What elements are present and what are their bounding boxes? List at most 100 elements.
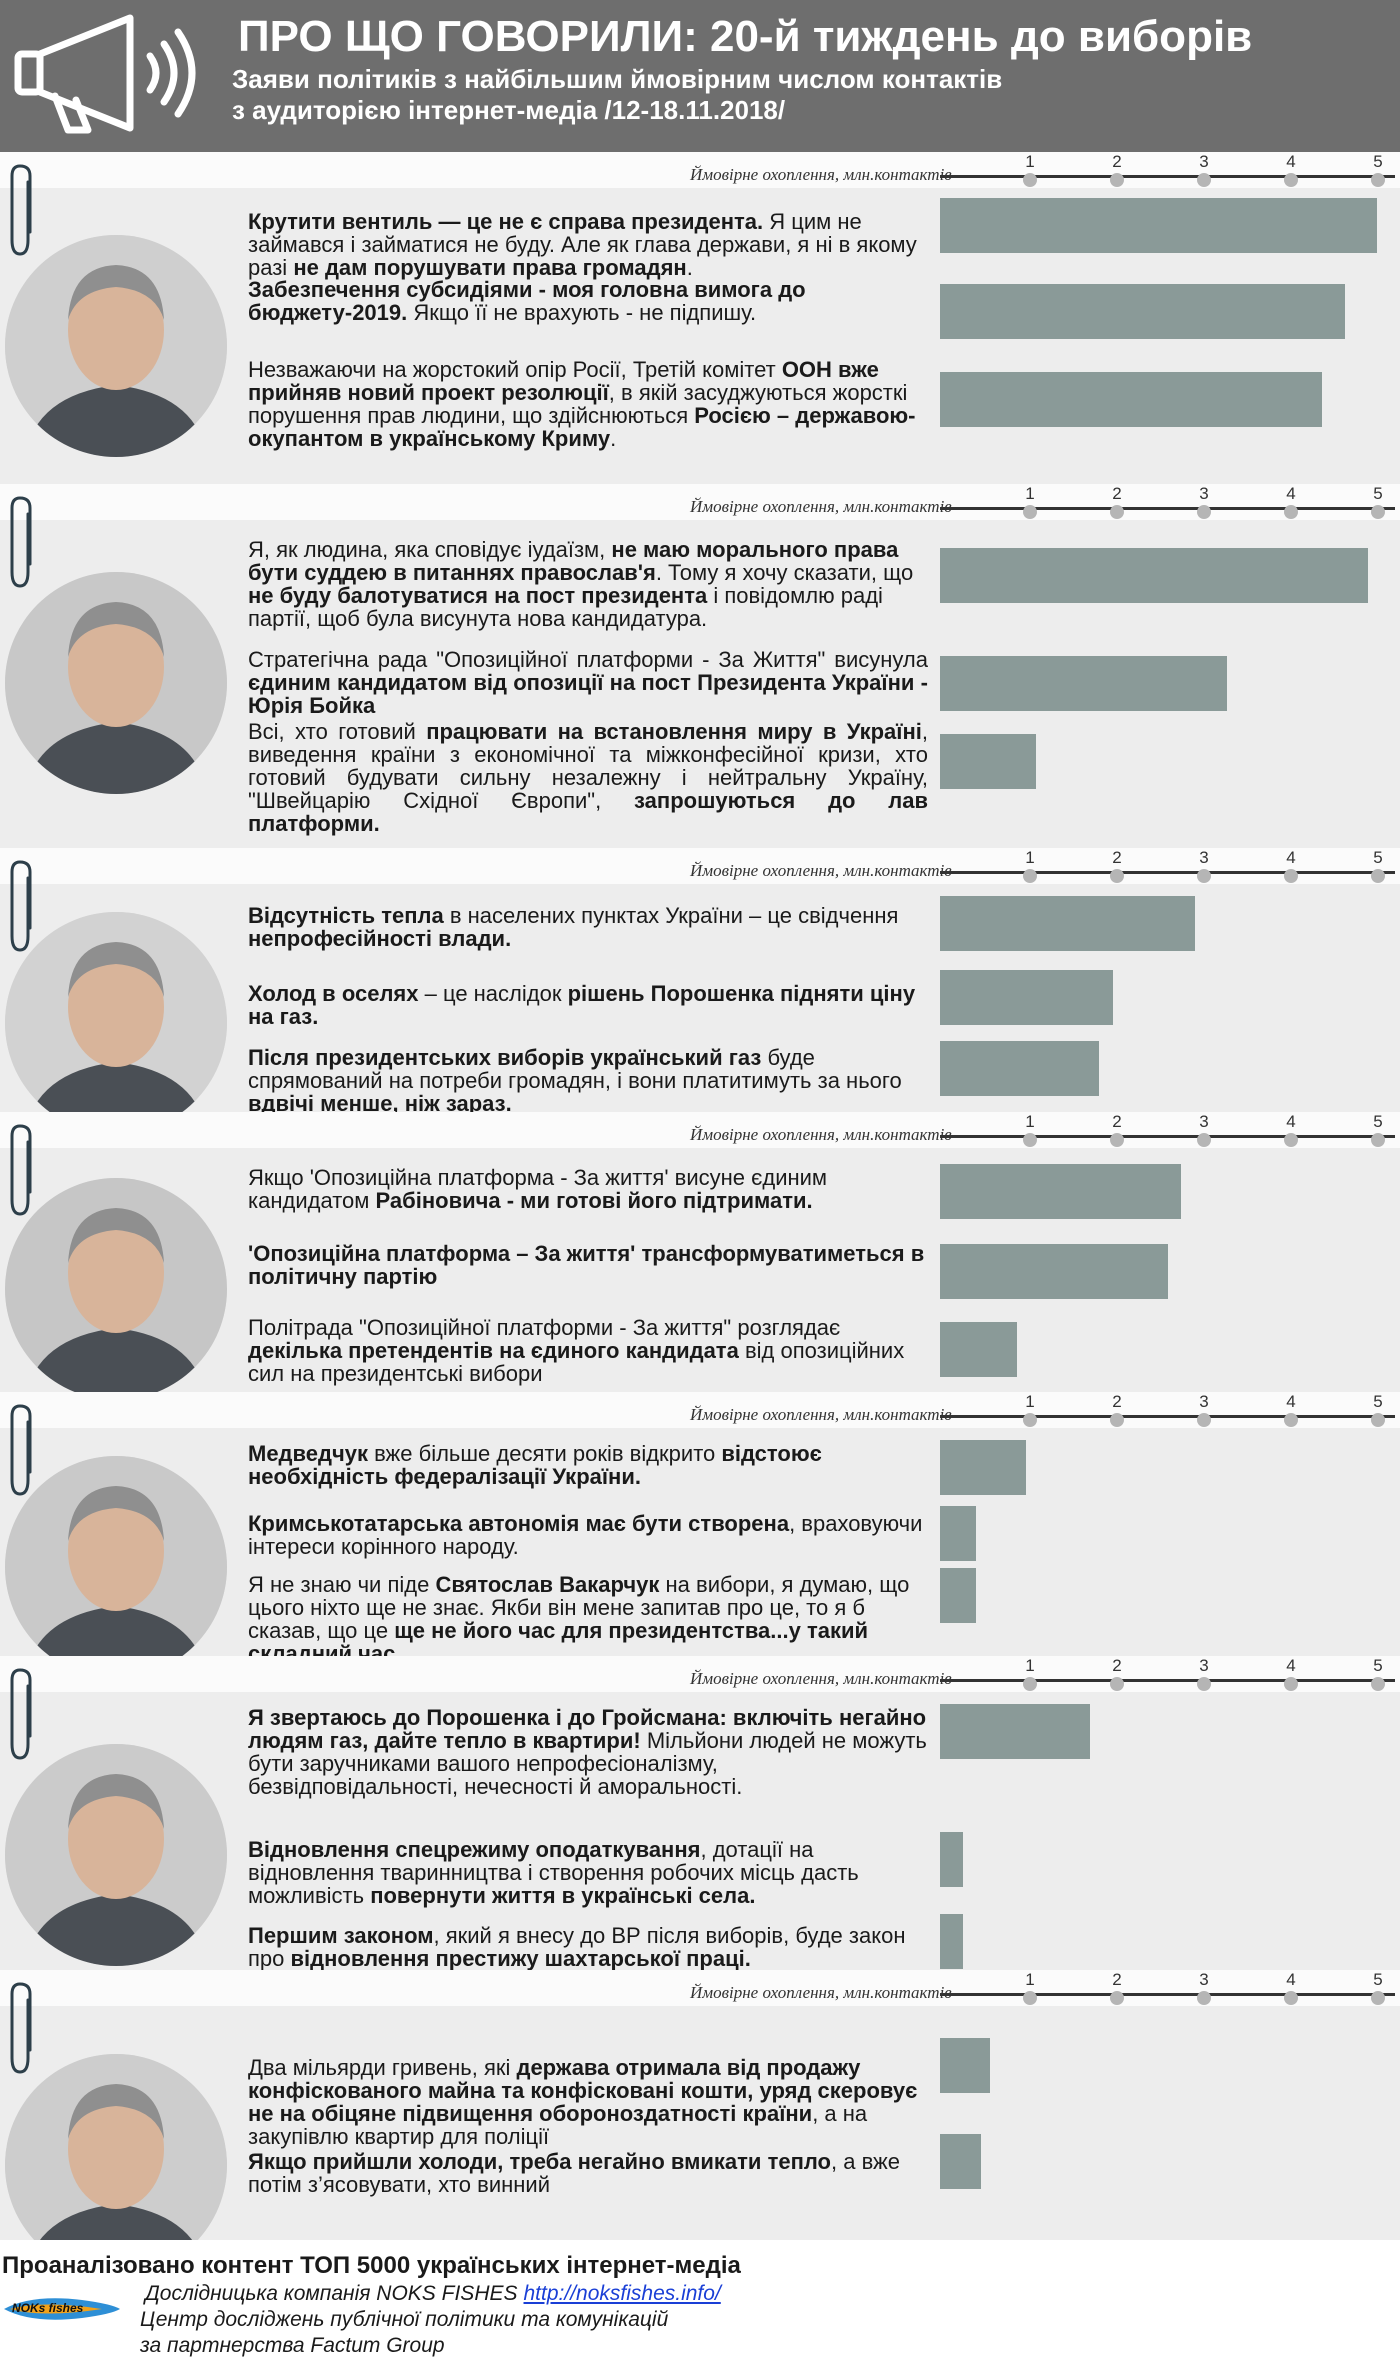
- statement-fragment: , виведення країни з економічної та міжк…: [248, 719, 928, 813]
- statement-fragment: вже більше десяти років відкрито: [367, 1441, 722, 1466]
- reach-bar: [940, 1832, 963, 1887]
- statements-panel: Відсутність тепла в населених пунктах Ук…: [0, 860, 1400, 1134]
- axis-tick-label: 2: [1112, 1392, 1122, 1411]
- axis-line: [940, 1415, 1395, 1418]
- politician-photo: [5, 572, 227, 794]
- footer: Проаналізовано контент ТОП 5000 українсь…: [0, 2240, 1400, 2375]
- axis-label: Ймовірне охоплення, млн.контактів: [690, 1669, 952, 1688]
- axis-tick-label: 4: [1286, 1656, 1296, 1675]
- statement-emphasis: відстоює необхідність федералізації Укра…: [248, 1441, 822, 1489]
- statement-emphasis: не буду балотуватися на пост президента: [248, 583, 708, 608]
- statement-text: 'Опозиційна платформа – За життя' трансф…: [248, 1242, 928, 1288]
- axis-tick-dot: [1371, 1133, 1385, 1147]
- axis-tick-dot: [1197, 1677, 1211, 1691]
- statement-emphasis: не дам порушувати права громадян: [293, 255, 687, 280]
- statement-fragment: , а вже потім з’ясовувати, хто винний: [248, 2149, 900, 2197]
- axis-tick-label: 5: [1373, 1392, 1383, 1411]
- reach-bar: [940, 1704, 1090, 1759]
- axis-tick-dot: [1110, 505, 1124, 519]
- axis-tick-dot: [1371, 1991, 1385, 2005]
- reach-bar: [940, 656, 1227, 711]
- company-line: Дослідницька компанія NOKS FISHES http://…: [145, 2282, 721, 2306]
- statement-emphasis: Якщо прийшли холоди, треба негайно вмика…: [248, 2149, 831, 2174]
- axis-tick-dot: [1110, 173, 1124, 187]
- axis-tick-dot: [1023, 1133, 1037, 1147]
- axis-tick-dot: [1197, 505, 1211, 519]
- axis-line: [940, 1993, 1395, 1996]
- axis-tick-label: 4: [1286, 484, 1296, 503]
- politician-block: Ймовірне охоплення, млн.контактів 1 2 3 4 5 Я,…: [0, 484, 1400, 848]
- statement-emphasis: ООН вже прийняв новий проект резолюції: [248, 357, 879, 405]
- statement-emphasis: 'Опозиційна платформа – За життя' трансф…: [248, 1241, 925, 1289]
- politician-photo: [5, 912, 227, 1134]
- axis-tick-dot: [1110, 1677, 1124, 1691]
- statement-text: Я, як людина, яка сповідує іудаїзм, не м…: [248, 538, 928, 630]
- statement-text: Я звертаюсь до Порошенка і до Гройсмана:…: [248, 1706, 928, 1798]
- axis-tick-label: 3: [1199, 484, 1209, 503]
- paperclip-icon: [10, 1982, 32, 2074]
- statement-text: Незважаючи на жорстокий опір Росії, Трет…: [248, 358, 928, 450]
- statement-emphasis: рішень Порошенка підняти ціну на газ.: [248, 981, 916, 1029]
- axis-tick-dot: [1197, 1413, 1211, 1427]
- reach-bar: [940, 548, 1368, 603]
- paperclip-icon: [10, 496, 32, 588]
- statement-emphasis: Першим законом: [248, 1923, 434, 1948]
- statement-emphasis: Рабіновича - ми готові його підтримати.: [375, 1188, 813, 1213]
- axis-tick-label: 5: [1373, 152, 1383, 171]
- statement-fragment: , дотації на відновлення тваринництва і …: [248, 1837, 859, 1908]
- reach-bar: [940, 2134, 981, 2189]
- axis-tick-label: 1: [1025, 848, 1035, 867]
- axis-tick-label: 5: [1373, 1970, 1383, 1989]
- axis-row: Ймовірне охоплення, млн.контактів 1 2 3 4 5: [0, 152, 1400, 188]
- paperclip-icon: [10, 860, 32, 952]
- statement-fragment: Я не знаю чи піде: [248, 1572, 436, 1597]
- statement-text: Після президентських виборів український…: [248, 1046, 928, 1115]
- axis-row: Ймовірне охоплення, млн.контактів 1 2 3 4 5: [0, 484, 1400, 520]
- statement-fragment: Я, як людина, яка сповідує іудаїзм,: [248, 537, 612, 562]
- axis-tick-label: 3: [1199, 1970, 1209, 1989]
- axis-tick-label: 3: [1199, 1656, 1209, 1675]
- statement-fragment: буде спрямований на потреби громадян, і …: [248, 1045, 902, 1093]
- politician-photo: [5, 1456, 227, 1678]
- statement-fragment: і повідомлю раді партії, щоб була висуну…: [248, 583, 883, 631]
- reach-bar: [940, 2038, 990, 2093]
- statement-text: Політрада "Опозиційної платформи - За жи…: [248, 1316, 928, 1385]
- company-link[interactable]: http://noksfishes.info/: [523, 2282, 721, 2305]
- axis-tick-dot: [1023, 1991, 1037, 2005]
- axis-tick-label: 4: [1286, 1112, 1296, 1131]
- statement-fragment: Політрада "Опозиційної платформи - За жи…: [248, 1315, 841, 1340]
- statement-text: Холод в оселях – це наслідок рішень Поро…: [248, 982, 928, 1028]
- subtitle-line-2: з аудиторією інтернет-медіа /12-18.11.20…: [232, 95, 786, 125]
- axis-tick-label: 5: [1373, 1656, 1383, 1675]
- logo-text: NOKs fishes: [12, 2301, 84, 2315]
- axis-tick-label: 1: [1025, 1112, 1035, 1131]
- axis-tick-label: 5: [1373, 1112, 1383, 1131]
- axis-tick-dot: [1284, 1677, 1298, 1691]
- axis-row: Ймовірне охоплення, млн.контактів 1 2 3 4 5: [0, 1392, 1400, 1428]
- statement-text: Всі, хто готовий працювати на встановлен…: [248, 720, 928, 835]
- axis-line: [940, 1679, 1395, 1682]
- axis-tick-label: 2: [1112, 1112, 1122, 1131]
- statement-emphasis: Забезпечення субсидіями - моя головна ви…: [248, 277, 806, 325]
- axis-tick-label: 2: [1112, 1970, 1122, 1989]
- axis-tick-label: 2: [1112, 484, 1122, 503]
- axis-tick-dot: [1371, 1677, 1385, 1691]
- statement-emphasis: єдиним кандидатом від опозиції на пост П…: [248, 670, 928, 718]
- statement-fragment: – це наслідок: [418, 981, 568, 1006]
- axis-tick-label: 1: [1025, 484, 1035, 503]
- company-name: Дослідницька компанія NOKS FISHES: [145, 2282, 518, 2305]
- axis-line: [940, 1135, 1395, 1138]
- axis-tick-dot: [1284, 1413, 1298, 1427]
- statement-emphasis: Відсутність тепла: [248, 903, 444, 928]
- axis-tick-dot: [1284, 1133, 1298, 1147]
- statement-emphasis: Я звертаюсь до Порошенка і до Гройсмана:…: [248, 1705, 927, 1753]
- axis-tick-dot: [1023, 1413, 1037, 1427]
- statement-emphasis: відновлення престижу шахтарської праці.: [290, 1946, 751, 1971]
- axis-tick-dot: [1284, 869, 1298, 883]
- statement-text: Якщо 'Опозиційна платформа - За життя' в…: [248, 1166, 928, 1212]
- axis-label: Ймовірне охоплення, млн.контактів: [690, 1125, 952, 1144]
- paperclip-icon: [10, 164, 32, 256]
- axis-tick-dot: [1197, 173, 1211, 187]
- statement-emphasis: держава отримала від продажу конфіскован…: [248, 2055, 918, 2126]
- center-line: Центр досліджень публічної політики та к…: [140, 2308, 669, 2331]
